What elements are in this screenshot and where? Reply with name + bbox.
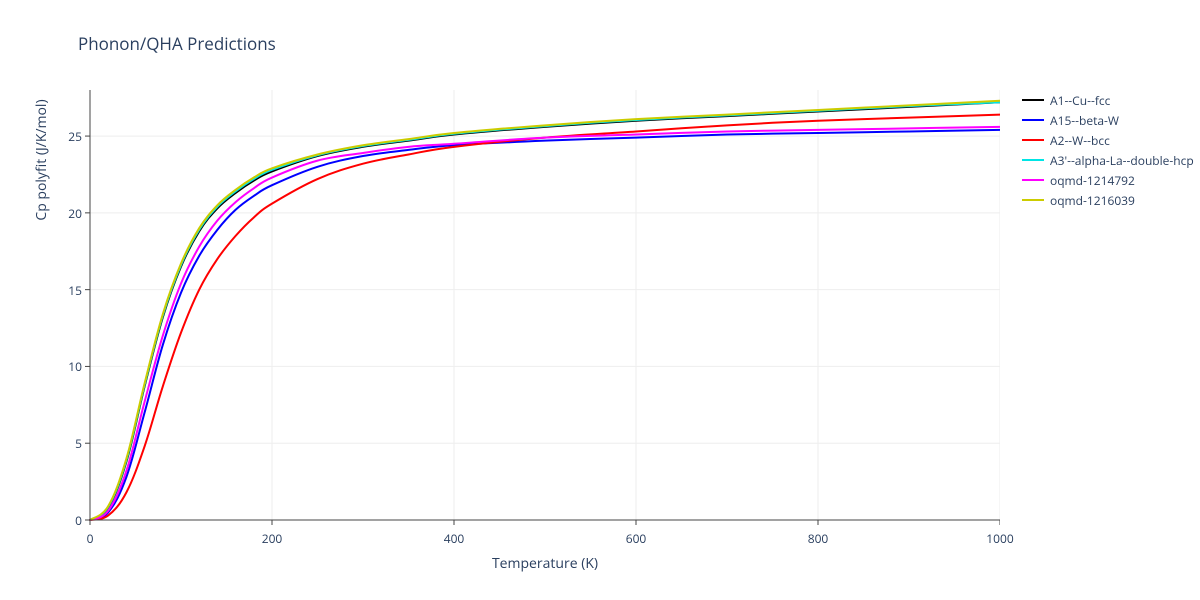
legend-item[interactable]: A2--W--bcc	[1022, 130, 1194, 150]
legend-label: oqmd-1214792	[1050, 172, 1135, 189]
legend-swatch	[1022, 159, 1044, 161]
legend-item[interactable]: oqmd-1216039	[1022, 190, 1194, 210]
series-line[interactable]	[90, 101, 1000, 520]
legend-label: A1--Cu--fcc	[1050, 92, 1110, 109]
legend-label: A15--beta-W	[1050, 112, 1119, 129]
legend-item[interactable]: oqmd-1214792	[1022, 170, 1194, 190]
series-line[interactable]	[90, 102, 1000, 520]
chart-plot-area	[90, 90, 1000, 520]
y-tick-label: 25	[52, 128, 82, 145]
chart-legend: A1--Cu--fcc A15--beta-W A2--W--bcc A3'--alp…	[1022, 90, 1194, 210]
series-line[interactable]	[90, 102, 1000, 520]
y-tick-label: 5	[52, 435, 82, 452]
legend-item[interactable]: A3'--alpha-La--double-hcp	[1022, 150, 1194, 170]
legend-item[interactable]: A1--Cu--fcc	[1022, 90, 1194, 110]
y-tick-label: 10	[52, 358, 82, 375]
legend-swatch	[1022, 199, 1044, 201]
page-title: Phonon/QHA Predictions	[78, 32, 276, 55]
y-tick-label: 0	[52, 512, 82, 529]
x-tick-label: 200	[257, 530, 287, 547]
y-tick-label: 20	[52, 205, 82, 222]
series-line[interactable]	[90, 130, 1000, 520]
y-tick-label: 15	[52, 282, 82, 299]
legend-swatch	[1022, 139, 1044, 141]
x-tick-label: 600	[621, 530, 651, 547]
x-tick-label: 800	[803, 530, 833, 547]
legend-label: A2--W--bcc	[1050, 132, 1110, 149]
x-tick-label: 0	[75, 530, 105, 547]
legend-swatch	[1022, 179, 1044, 181]
legend-label: A3'--alpha-La--double-hcp	[1050, 152, 1194, 169]
x-axis-label: Temperature (K)	[90, 554, 1000, 573]
legend-item[interactable]: A15--beta-W	[1022, 110, 1194, 130]
legend-swatch	[1022, 119, 1044, 121]
y-axis-label: Cp polyfit (J/K/mol)	[32, 0, 51, 375]
legend-swatch	[1022, 99, 1044, 101]
x-tick-label: 1000	[985, 530, 1015, 547]
x-tick-label: 400	[439, 530, 469, 547]
chart-svg	[84, 90, 1000, 526]
legend-label: oqmd-1216039	[1050, 192, 1135, 209]
series-line[interactable]	[90, 115, 1000, 520]
series-line[interactable]	[90, 127, 1000, 520]
